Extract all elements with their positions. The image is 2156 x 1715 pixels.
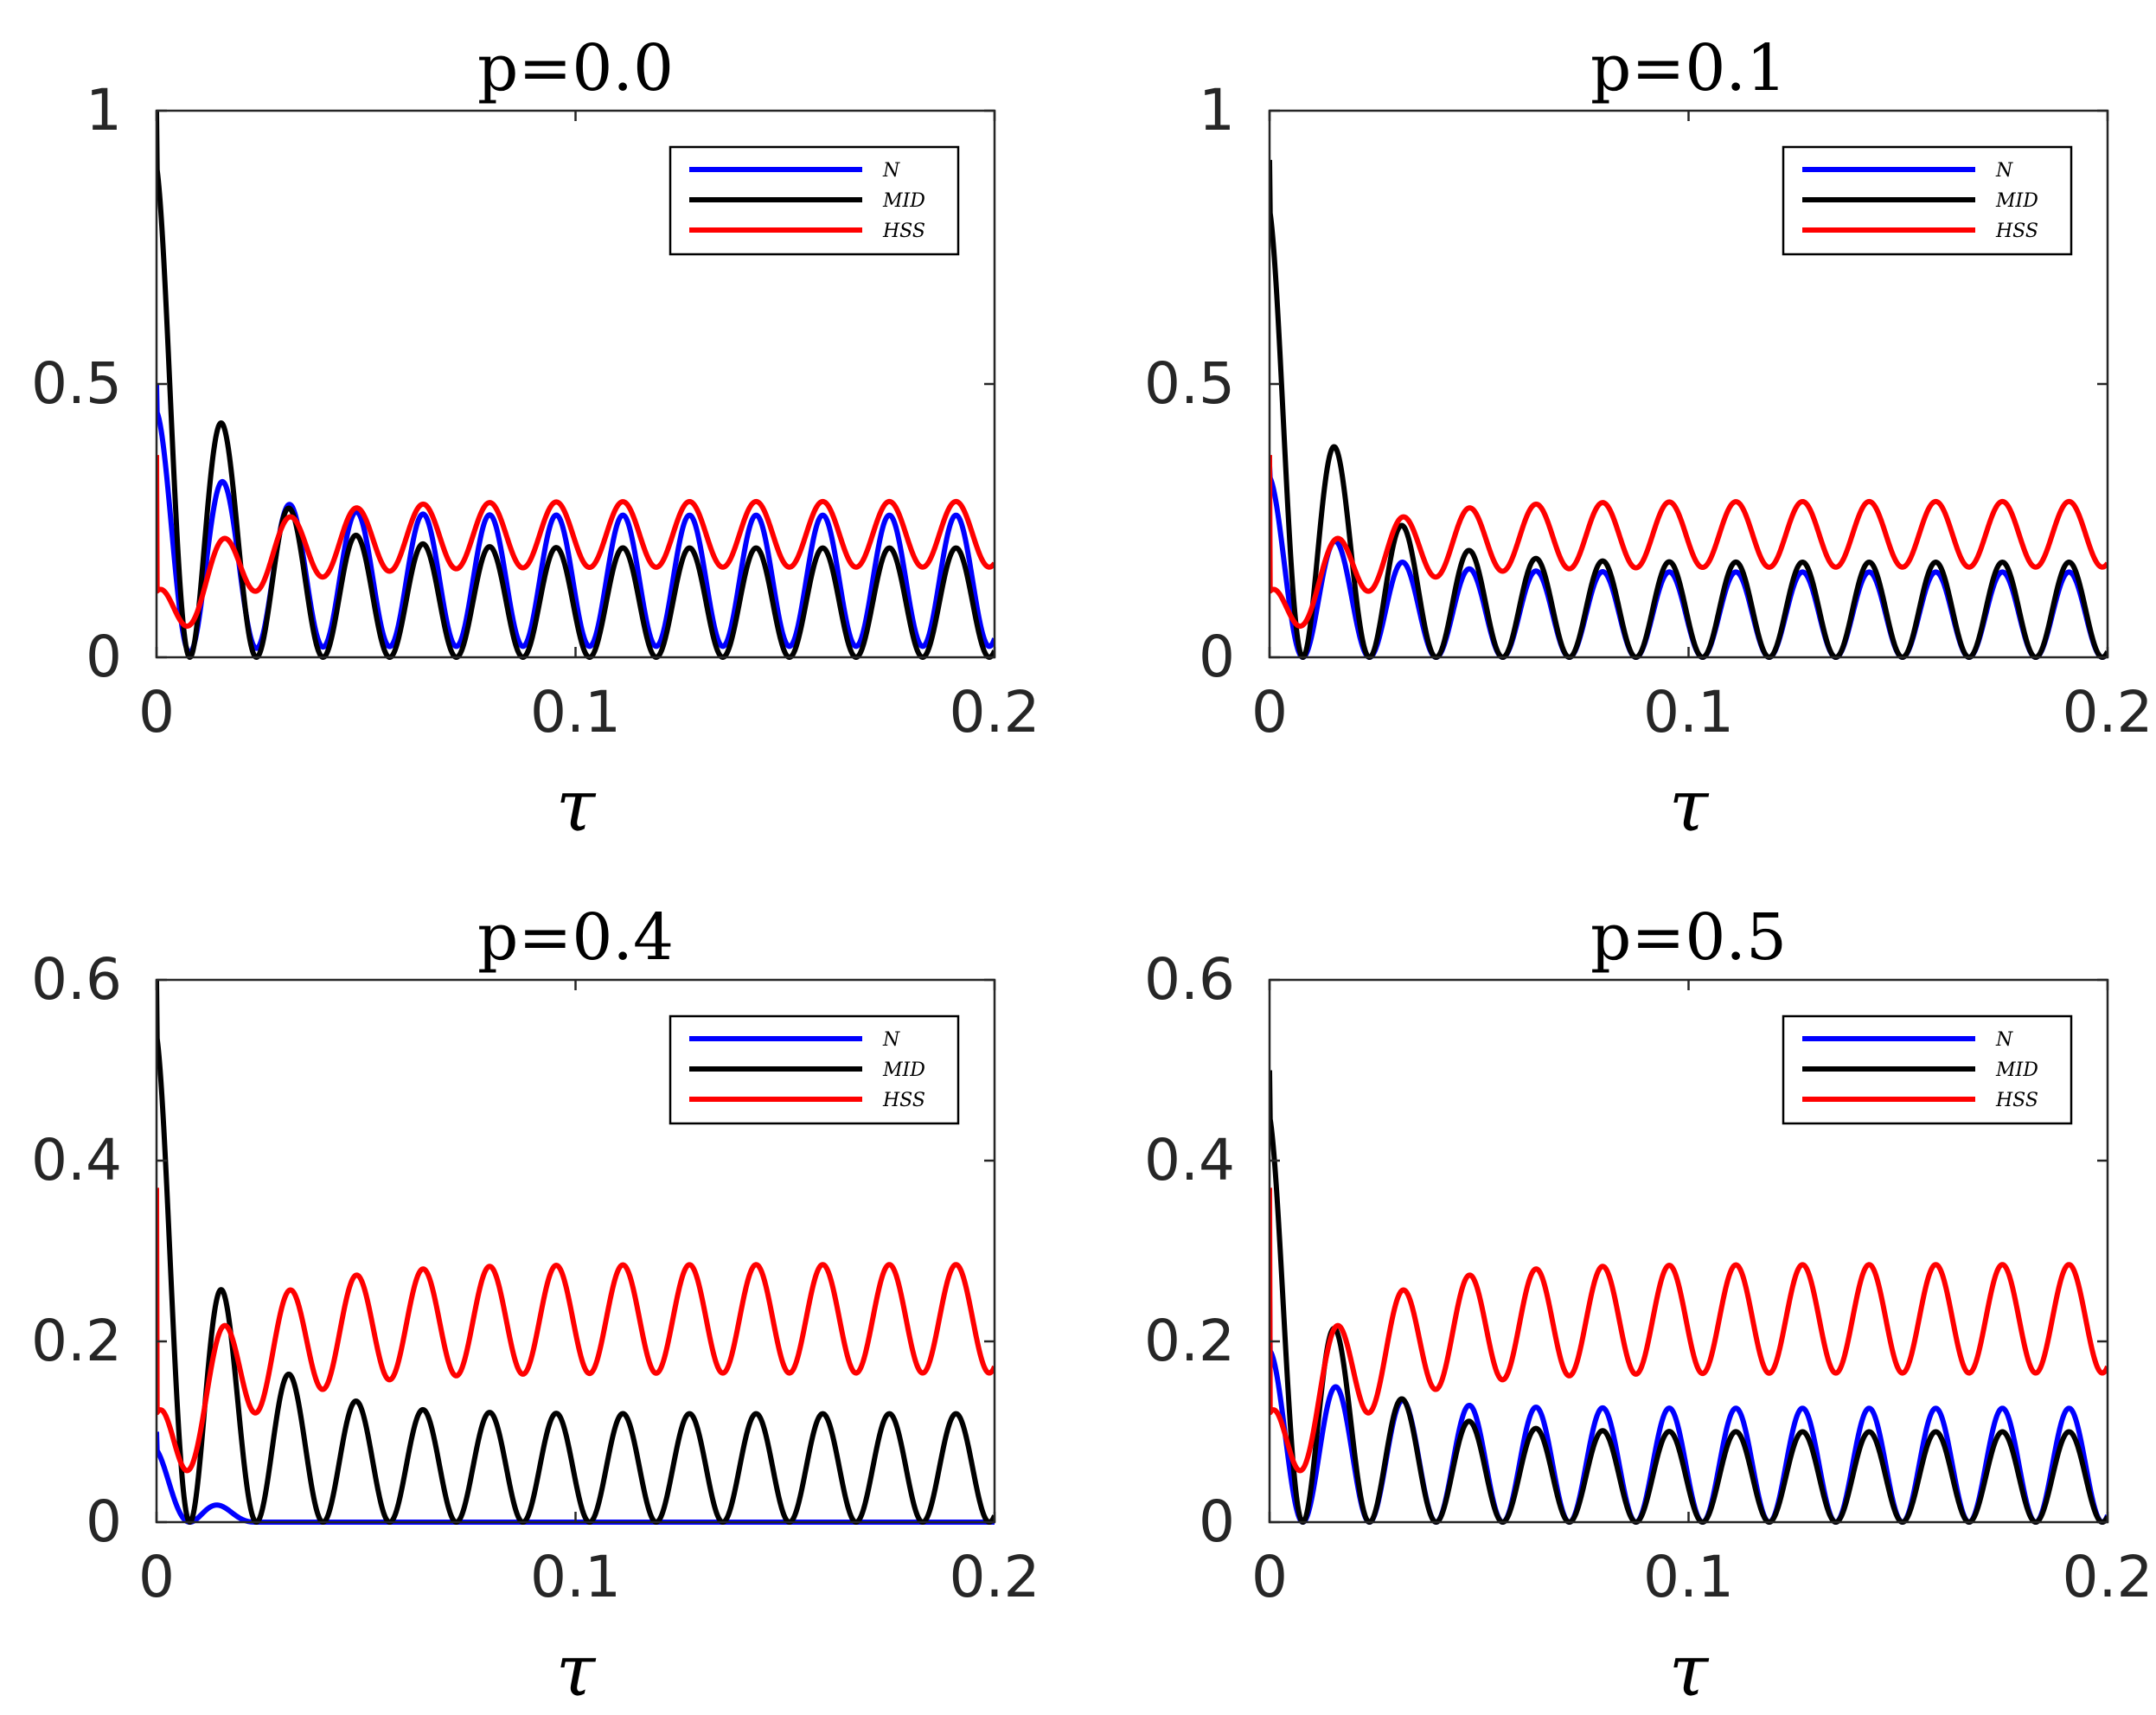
x-tick-label: 0.1 xyxy=(1643,1544,1734,1610)
legend-label-hss: HSS xyxy=(882,1090,925,1111)
series-line-hss xyxy=(1270,455,2108,629)
y-tick-label: 0 xyxy=(1199,1488,1235,1555)
legend: N MID HSS xyxy=(669,145,960,256)
y-tick-label: 0 xyxy=(1199,624,1235,690)
y-tick-label: 0.2 xyxy=(31,1308,122,1374)
x-tick-label: 0 xyxy=(138,1544,175,1610)
x-tick-label: 0.2 xyxy=(950,1544,1040,1610)
x-axis-label: τ xyxy=(1669,1630,1710,1712)
legend-label-mid: MID xyxy=(1995,1059,2038,1081)
chart-title: p=0.1 xyxy=(1590,31,1787,106)
legend-label-n: N xyxy=(882,160,900,182)
y-tick-label: 0 xyxy=(86,1488,122,1555)
series-line-hss xyxy=(1270,1187,2108,1474)
chart-title: p=0.5 xyxy=(1590,900,1787,975)
y-tick-label: 0 xyxy=(86,624,122,690)
legend-label-n: N xyxy=(1995,160,2013,182)
x-tick-label: 0.2 xyxy=(950,679,1040,746)
chart-panel-3: 0 0.1 0.2 0 0.2 0.4 0.6 p=0.4 τ N MID HSS xyxy=(31,900,1040,1712)
legend-label-mid: MID xyxy=(1995,190,2038,212)
x-tick-label: 0.1 xyxy=(1643,679,1734,746)
y-tick-label: 0.5 xyxy=(31,350,122,417)
legend: N MID HSS xyxy=(669,1014,960,1125)
chart-title: p=0.4 xyxy=(477,900,674,975)
chart-panel-2: 0 0.1 0.2 0 0.5 1 p=0.1 τ N MID HSS xyxy=(1144,31,2153,848)
legend: N MID HSS xyxy=(1782,1014,2073,1125)
legend-label-n: N xyxy=(882,1029,900,1051)
y-tick-label: 1 xyxy=(1199,77,1235,144)
y-tick-label: 0.4 xyxy=(1144,1127,1235,1193)
x-tick-label: 0.2 xyxy=(2063,1544,2153,1610)
x-tick-label: 0 xyxy=(1251,679,1288,746)
y-tick-label: 0.5 xyxy=(1144,350,1235,417)
chart-panel-1: 0 0.1 0.2 0 0.5 1 p=0.0 τ N MID HSS xyxy=(31,31,1040,848)
legend: N MID HSS xyxy=(1782,145,2073,256)
legend-label-mid: MID xyxy=(882,1059,925,1081)
chart-title: p=0.0 xyxy=(477,31,674,106)
chart-panel-4: 0 0.1 0.2 0 0.2 0.4 0.6 p=0.5 τ N MID HSS xyxy=(1144,900,2153,1712)
y-tick-label: 0.4 xyxy=(31,1127,122,1193)
x-tick-label: 0.1 xyxy=(530,679,621,746)
y-tick-label: 0.6 xyxy=(31,946,122,1013)
series-line-hss xyxy=(157,455,995,629)
legend-label-mid: MID xyxy=(882,190,925,212)
y-tick-label: 0.2 xyxy=(1144,1308,1235,1374)
legend-label-n: N xyxy=(1995,1029,2013,1051)
legend-label-hss: HSS xyxy=(882,221,925,242)
legend-label-hss: HSS xyxy=(1995,221,2038,242)
x-tick-label: 0 xyxy=(138,679,175,746)
x-tick-label: 0.1 xyxy=(530,1544,621,1610)
series-line-hss xyxy=(157,1187,995,1474)
x-axis-label: τ xyxy=(1669,765,1710,848)
y-tick-label: 0.6 xyxy=(1144,946,1235,1013)
x-axis-label: τ xyxy=(556,765,597,848)
y-tick-label: 1 xyxy=(86,77,122,144)
legend-label-hss: HSS xyxy=(1995,1090,2038,1111)
x-axis-label: τ xyxy=(556,1630,597,1712)
x-tick-label: 0 xyxy=(1251,1544,1288,1610)
x-tick-label: 0.2 xyxy=(2063,679,2153,746)
